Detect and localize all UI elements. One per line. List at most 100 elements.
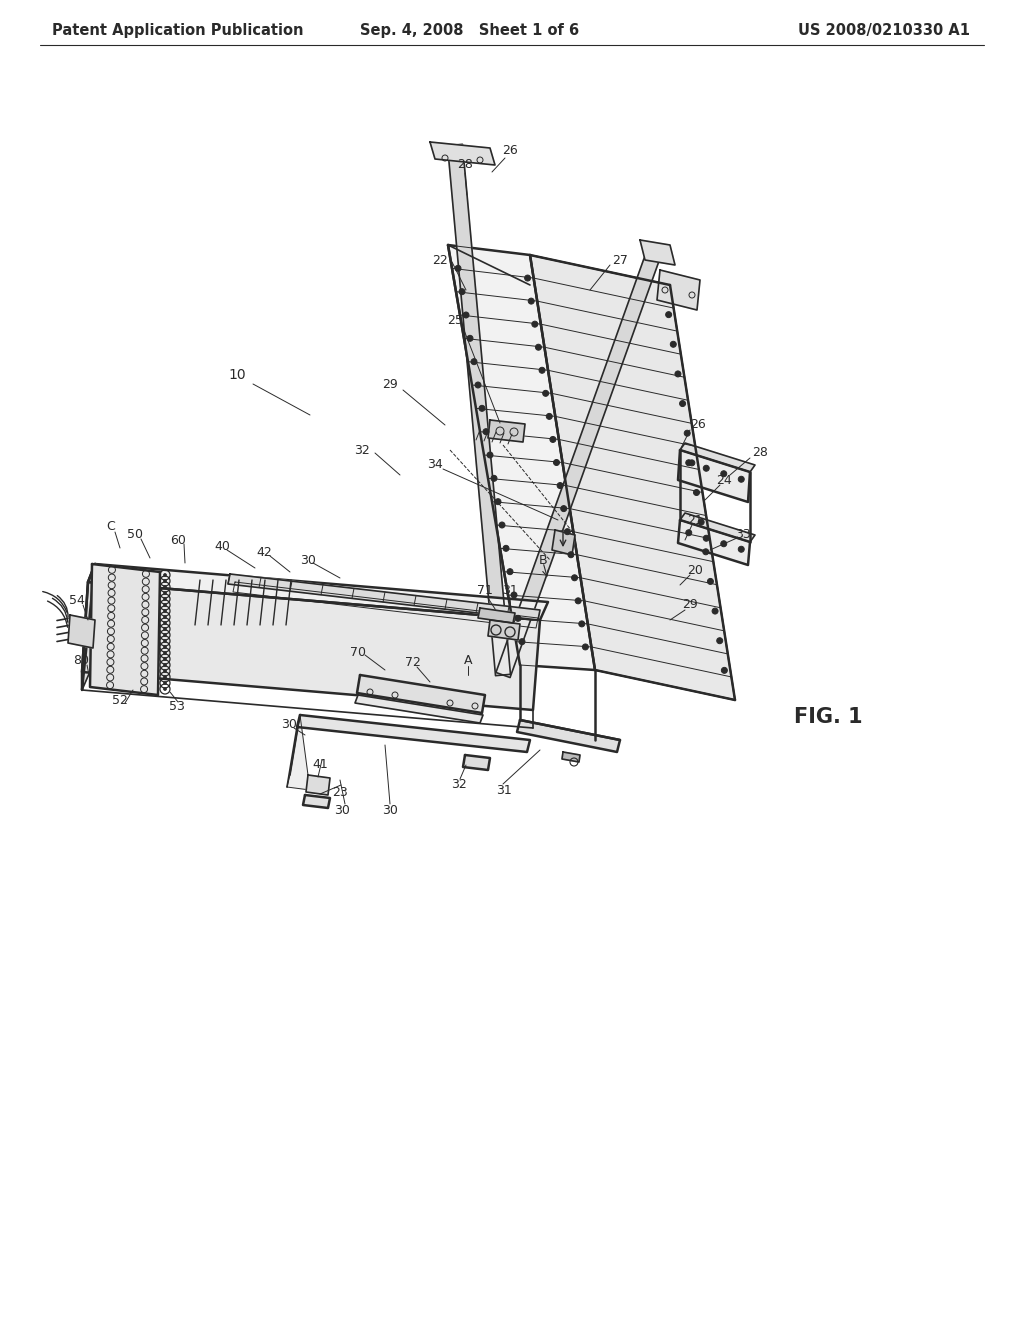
Circle shape: [467, 335, 473, 342]
Circle shape: [463, 312, 469, 318]
Polygon shape: [530, 255, 735, 700]
Text: 71: 71: [477, 583, 493, 597]
Polygon shape: [82, 564, 95, 690]
Circle shape: [554, 459, 559, 466]
Text: 30: 30: [281, 718, 297, 731]
Text: 31: 31: [502, 583, 518, 597]
Circle shape: [495, 499, 501, 504]
Text: 53: 53: [169, 701, 185, 714]
Polygon shape: [82, 582, 540, 710]
Text: 41: 41: [312, 759, 328, 771]
Polygon shape: [306, 775, 330, 795]
Circle shape: [575, 598, 582, 603]
Circle shape: [455, 265, 461, 272]
Circle shape: [164, 639, 167, 643]
Polygon shape: [297, 715, 530, 752]
Circle shape: [515, 615, 521, 622]
Polygon shape: [88, 564, 548, 620]
Circle shape: [708, 578, 714, 585]
Circle shape: [698, 519, 705, 525]
Polygon shape: [562, 752, 580, 762]
Circle shape: [583, 644, 589, 649]
Text: 30: 30: [300, 553, 316, 566]
Circle shape: [459, 289, 465, 294]
Circle shape: [686, 459, 692, 466]
Text: 29: 29: [382, 379, 398, 392]
Polygon shape: [488, 620, 520, 640]
Circle shape: [490, 475, 497, 482]
Circle shape: [539, 367, 545, 374]
Circle shape: [483, 429, 489, 434]
Circle shape: [557, 483, 563, 488]
Circle shape: [479, 405, 485, 412]
Circle shape: [519, 639, 525, 644]
Circle shape: [543, 391, 549, 396]
Text: FIG. 1: FIG. 1: [794, 708, 862, 727]
Text: 23: 23: [332, 785, 348, 799]
Text: 22: 22: [432, 253, 447, 267]
Text: Patent Application Publication: Patent Application Publication: [52, 22, 303, 37]
Circle shape: [703, 465, 710, 471]
Polygon shape: [680, 444, 755, 473]
Text: 28: 28: [752, 446, 768, 459]
Circle shape: [164, 627, 167, 631]
Polygon shape: [517, 719, 620, 752]
Polygon shape: [496, 247, 663, 677]
Circle shape: [164, 598, 167, 601]
Text: 31: 31: [496, 784, 512, 796]
Text: 20: 20: [687, 564, 702, 577]
Circle shape: [164, 688, 167, 690]
Text: 10: 10: [228, 368, 246, 381]
Circle shape: [164, 573, 167, 577]
Circle shape: [579, 620, 585, 627]
Circle shape: [717, 638, 723, 644]
Text: 34: 34: [427, 458, 442, 471]
Text: C: C: [106, 520, 116, 533]
Circle shape: [164, 603, 167, 606]
Text: 42: 42: [256, 545, 272, 558]
Circle shape: [164, 652, 167, 655]
Circle shape: [164, 622, 167, 624]
Text: 26: 26: [502, 144, 518, 157]
Polygon shape: [355, 696, 483, 723]
Text: 21: 21: [687, 513, 702, 527]
Circle shape: [564, 529, 570, 535]
Text: 32: 32: [452, 779, 467, 792]
Text: 29: 29: [682, 598, 698, 611]
Text: 27: 27: [612, 253, 628, 267]
Text: 60: 60: [170, 533, 186, 546]
Text: 80: 80: [73, 653, 89, 667]
Circle shape: [666, 312, 672, 318]
Circle shape: [164, 591, 167, 594]
Text: 25: 25: [447, 314, 463, 326]
Circle shape: [164, 669, 167, 672]
Text: Sep. 4, 2008   Sheet 1 of 6: Sep. 4, 2008 Sheet 1 of 6: [360, 22, 580, 37]
Text: 50: 50: [127, 528, 143, 541]
Polygon shape: [478, 609, 515, 623]
Circle shape: [164, 586, 167, 589]
Circle shape: [499, 521, 505, 528]
Circle shape: [536, 345, 542, 350]
Polygon shape: [82, 564, 95, 690]
Circle shape: [164, 615, 167, 619]
Polygon shape: [680, 513, 755, 543]
Circle shape: [164, 657, 167, 660]
Circle shape: [164, 579, 167, 582]
Text: 26: 26: [690, 418, 706, 432]
Text: 70: 70: [350, 645, 366, 659]
Circle shape: [164, 681, 167, 685]
Circle shape: [693, 490, 699, 495]
Circle shape: [568, 552, 573, 558]
Text: 33: 33: [735, 528, 751, 541]
Circle shape: [503, 545, 509, 552]
Circle shape: [524, 275, 530, 281]
Polygon shape: [90, 564, 160, 696]
Polygon shape: [463, 755, 490, 770]
Text: US 2008/0210330 A1: US 2008/0210330 A1: [798, 22, 970, 37]
Circle shape: [511, 591, 517, 598]
Text: 32: 32: [354, 444, 370, 457]
Circle shape: [528, 298, 535, 304]
Text: A: A: [464, 653, 472, 667]
Polygon shape: [430, 143, 495, 165]
Text: 24: 24: [716, 474, 732, 487]
